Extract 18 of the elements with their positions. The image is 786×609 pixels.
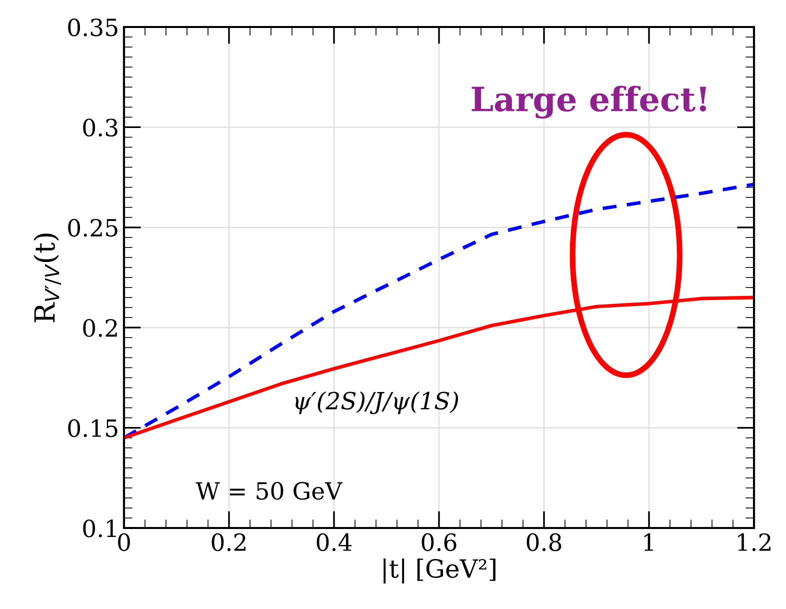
x-tick-label: 1.2	[738, 533, 770, 552]
annotation: W = 50 GeV	[196, 482, 342, 500]
y-tick-label: 0.25	[68, 218, 118, 237]
x-tick-label: 0	[118, 533, 130, 552]
x-tick-label: 0.4	[316, 533, 352, 552]
annotation: ψ′(2S)/J/ψ(1S)	[296, 391, 458, 414]
y-tick-label: 0.3	[83, 118, 118, 137]
x-tick-label: 0.8	[526, 533, 562, 552]
annotation: Large effect!	[472, 86, 706, 119]
x-axis-title: |t| [GeV²]	[384, 558, 496, 584]
x-tick-label: 1	[644, 533, 654, 551]
y-tick-label: 0.2	[83, 319, 117, 337]
y-tick-label: 0.15	[68, 419, 118, 438]
y-tick-label: 0.1	[83, 519, 116, 538]
y-tick-label: 0.35	[68, 18, 118, 36]
x-tick-label: 0.2	[212, 533, 246, 552]
x-tick-label: 0.6	[422, 533, 456, 552]
y-axis-title: R$_{V′/V}$(t)	[34, 234, 61, 322]
